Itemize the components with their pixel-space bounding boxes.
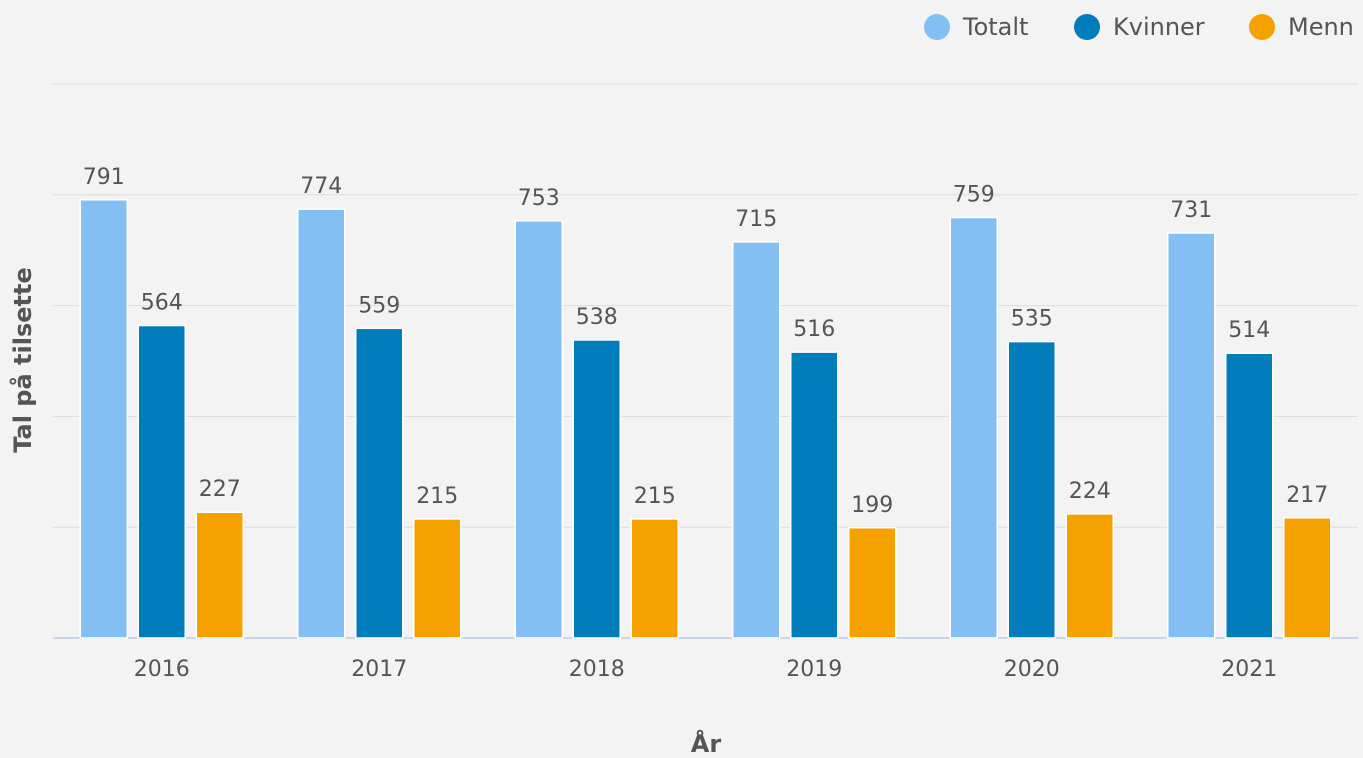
data-label: 514	[1228, 318, 1270, 343]
bar	[1167, 232, 1216, 639]
data-label: 731	[1170, 198, 1212, 223]
data-label: 564	[141, 291, 183, 316]
data-label: 774	[300, 174, 342, 199]
x-tick-label: 2016	[134, 657, 190, 682]
data-label: 516	[793, 317, 835, 342]
x-tick-label: 2017	[351, 657, 407, 682]
data-label: 535	[1011, 307, 1053, 332]
x-tick-label: 2019	[786, 657, 842, 682]
bar	[297, 208, 346, 639]
data-label: 227	[199, 477, 241, 502]
data-label: 217	[1286, 483, 1328, 508]
data-label: 791	[83, 165, 125, 190]
data-label: 753	[518, 186, 560, 211]
data-label: 759	[953, 183, 995, 208]
bar	[949, 216, 998, 639]
bar	[790, 351, 839, 639]
bar	[572, 339, 621, 639]
bar	[137, 324, 186, 639]
legend-marker	[924, 14, 950, 40]
bar	[630, 518, 679, 639]
bar	[732, 241, 781, 639]
legend-marker	[1074, 14, 1100, 40]
bar	[195, 511, 244, 639]
legend-label: Menn	[1288, 13, 1354, 41]
bar	[1007, 340, 1056, 639]
x-axis-label: År	[691, 729, 722, 758]
x-tick-label: 2020	[1004, 657, 1060, 682]
bar	[413, 518, 462, 639]
bar	[1283, 517, 1332, 639]
bar	[355, 327, 404, 639]
x-tick-label: 2021	[1221, 657, 1277, 682]
bar	[1225, 352, 1274, 639]
bar	[79, 199, 128, 639]
legend-marker	[1249, 14, 1275, 40]
data-label: 538	[576, 305, 618, 330]
data-label: 215	[416, 484, 458, 509]
data-label: 224	[1069, 479, 1111, 504]
x-tick-label: 2018	[569, 657, 625, 682]
data-label: 559	[358, 293, 400, 318]
data-label: 215	[634, 484, 676, 509]
bar	[514, 220, 563, 639]
y-axis-label: Tal på tilsette	[8, 267, 37, 453]
legend-label: Kvinner	[1113, 13, 1205, 41]
bar	[1065, 513, 1114, 639]
legend-label: Totalt	[962, 13, 1028, 41]
bar	[848, 527, 897, 639]
data-label: 199	[851, 493, 893, 518]
data-label: 715	[735, 207, 777, 232]
